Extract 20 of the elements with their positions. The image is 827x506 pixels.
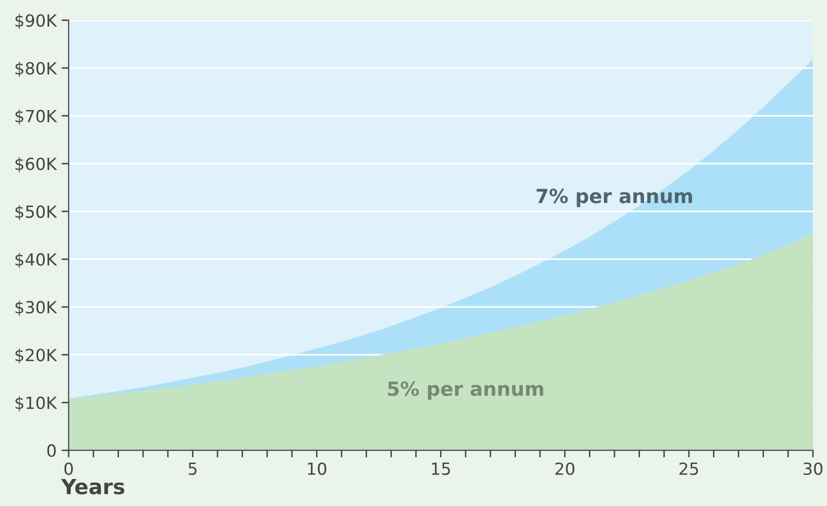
y-tick-label: $60K [15, 157, 58, 172]
y-tick-label: 0 [47, 444, 56, 457]
y-tick-label: $40K [15, 252, 58, 268]
y-tick-label: $50K [15, 205, 58, 220]
y-tick-label: $90K [15, 14, 58, 30]
x-tick-label: 10 [308, 462, 326, 476]
x-tick-label: 20 [555, 462, 574, 476]
x-tick-label: 5 [188, 462, 197, 476]
series-label: 5% per annum [388, 381, 544, 400]
x-axis-title: Years [60, 478, 124, 494]
y-tick-label: $10K [15, 396, 58, 412]
y-tick-label: $30K [15, 300, 58, 316]
x-tick-label: 25 [680, 462, 698, 476]
x-tick-label: 15 [432, 462, 450, 476]
y-tick-label: $20K [15, 348, 58, 364]
y-tick-label: $80K [15, 62, 58, 77]
x-tick-label: 0 [64, 462, 73, 476]
series-label: 7% per annum [536, 188, 692, 208]
y-tick-label: $70K [15, 109, 58, 125]
x-tick-label: 30 [804, 462, 822, 476]
